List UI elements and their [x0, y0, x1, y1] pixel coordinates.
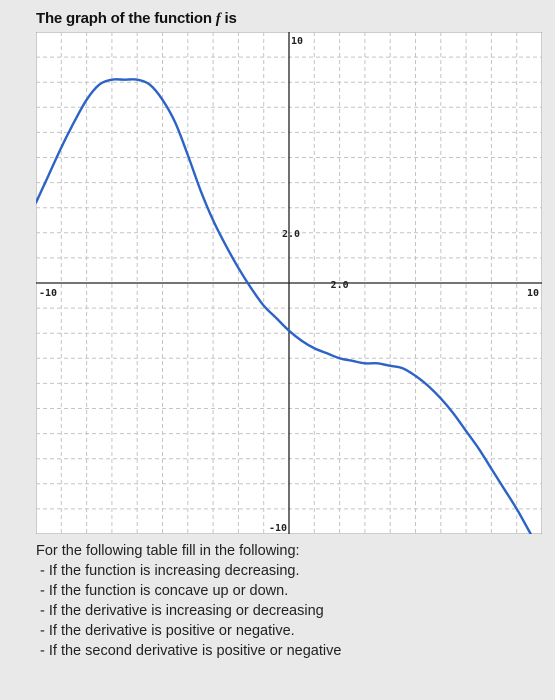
- y-tick-label-min: -10: [269, 523, 287, 534]
- instruction-item-text: If the function is concave up or down.: [48, 583, 289, 599]
- instruction-item: - If the derivative is increasing or dec…: [40, 603, 324, 619]
- y-tick-label-max: 10: [291, 36, 303, 47]
- graph-title-prefix: The graph of the function: [36, 10, 216, 27]
- graph-title-suffix: is: [220, 10, 237, 27]
- instruction-item-text: If the second derivative is positive or …: [48, 643, 342, 659]
- x-tick-label-min: -10: [39, 288, 57, 299]
- y-tick-label-step: 2.0: [282, 229, 300, 240]
- instructions: For the following table fill in the foll…: [36, 541, 546, 661]
- instruction-item: - If the second derivative is positive o…: [40, 643, 342, 659]
- instruction-item: - If the function is increasing decreasi…: [40, 563, 300, 579]
- instruction-item-text: If the derivative is positive or negativ…: [48, 623, 295, 639]
- graph-title: The graph of the function f is: [36, 10, 237, 28]
- function-curve: [36, 78, 533, 534]
- instruction-item-text: If the derivative is increasing or decre…: [48, 603, 324, 619]
- instruction-item-text: If the function is increasing decreasing…: [48, 563, 300, 579]
- function-graph: 10 -10 2.0 -10 10 2.0: [36, 32, 542, 534]
- instruction-item: - If the function is concave up or down.: [40, 583, 289, 599]
- instruction-item: - If the derivative is positive or negat…: [40, 623, 295, 639]
- instructions-intro: For the following table fill in the foll…: [36, 543, 300, 559]
- function-name: f: [215, 11, 221, 27]
- x-tick-label-step: 2.0: [331, 280, 349, 291]
- x-tick-label-max: 10: [527, 288, 539, 299]
